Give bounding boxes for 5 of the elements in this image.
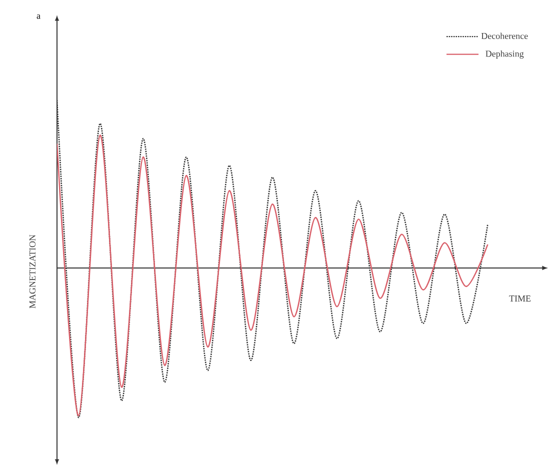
legend-label: Decoherence xyxy=(481,32,528,40)
legend-label: Dephasing xyxy=(486,50,524,59)
text: a xyxy=(36,14,40,19)
y-axis-title: MAGNETIZATION xyxy=(29,234,36,308)
x-axis-title: TIME xyxy=(509,296,531,302)
